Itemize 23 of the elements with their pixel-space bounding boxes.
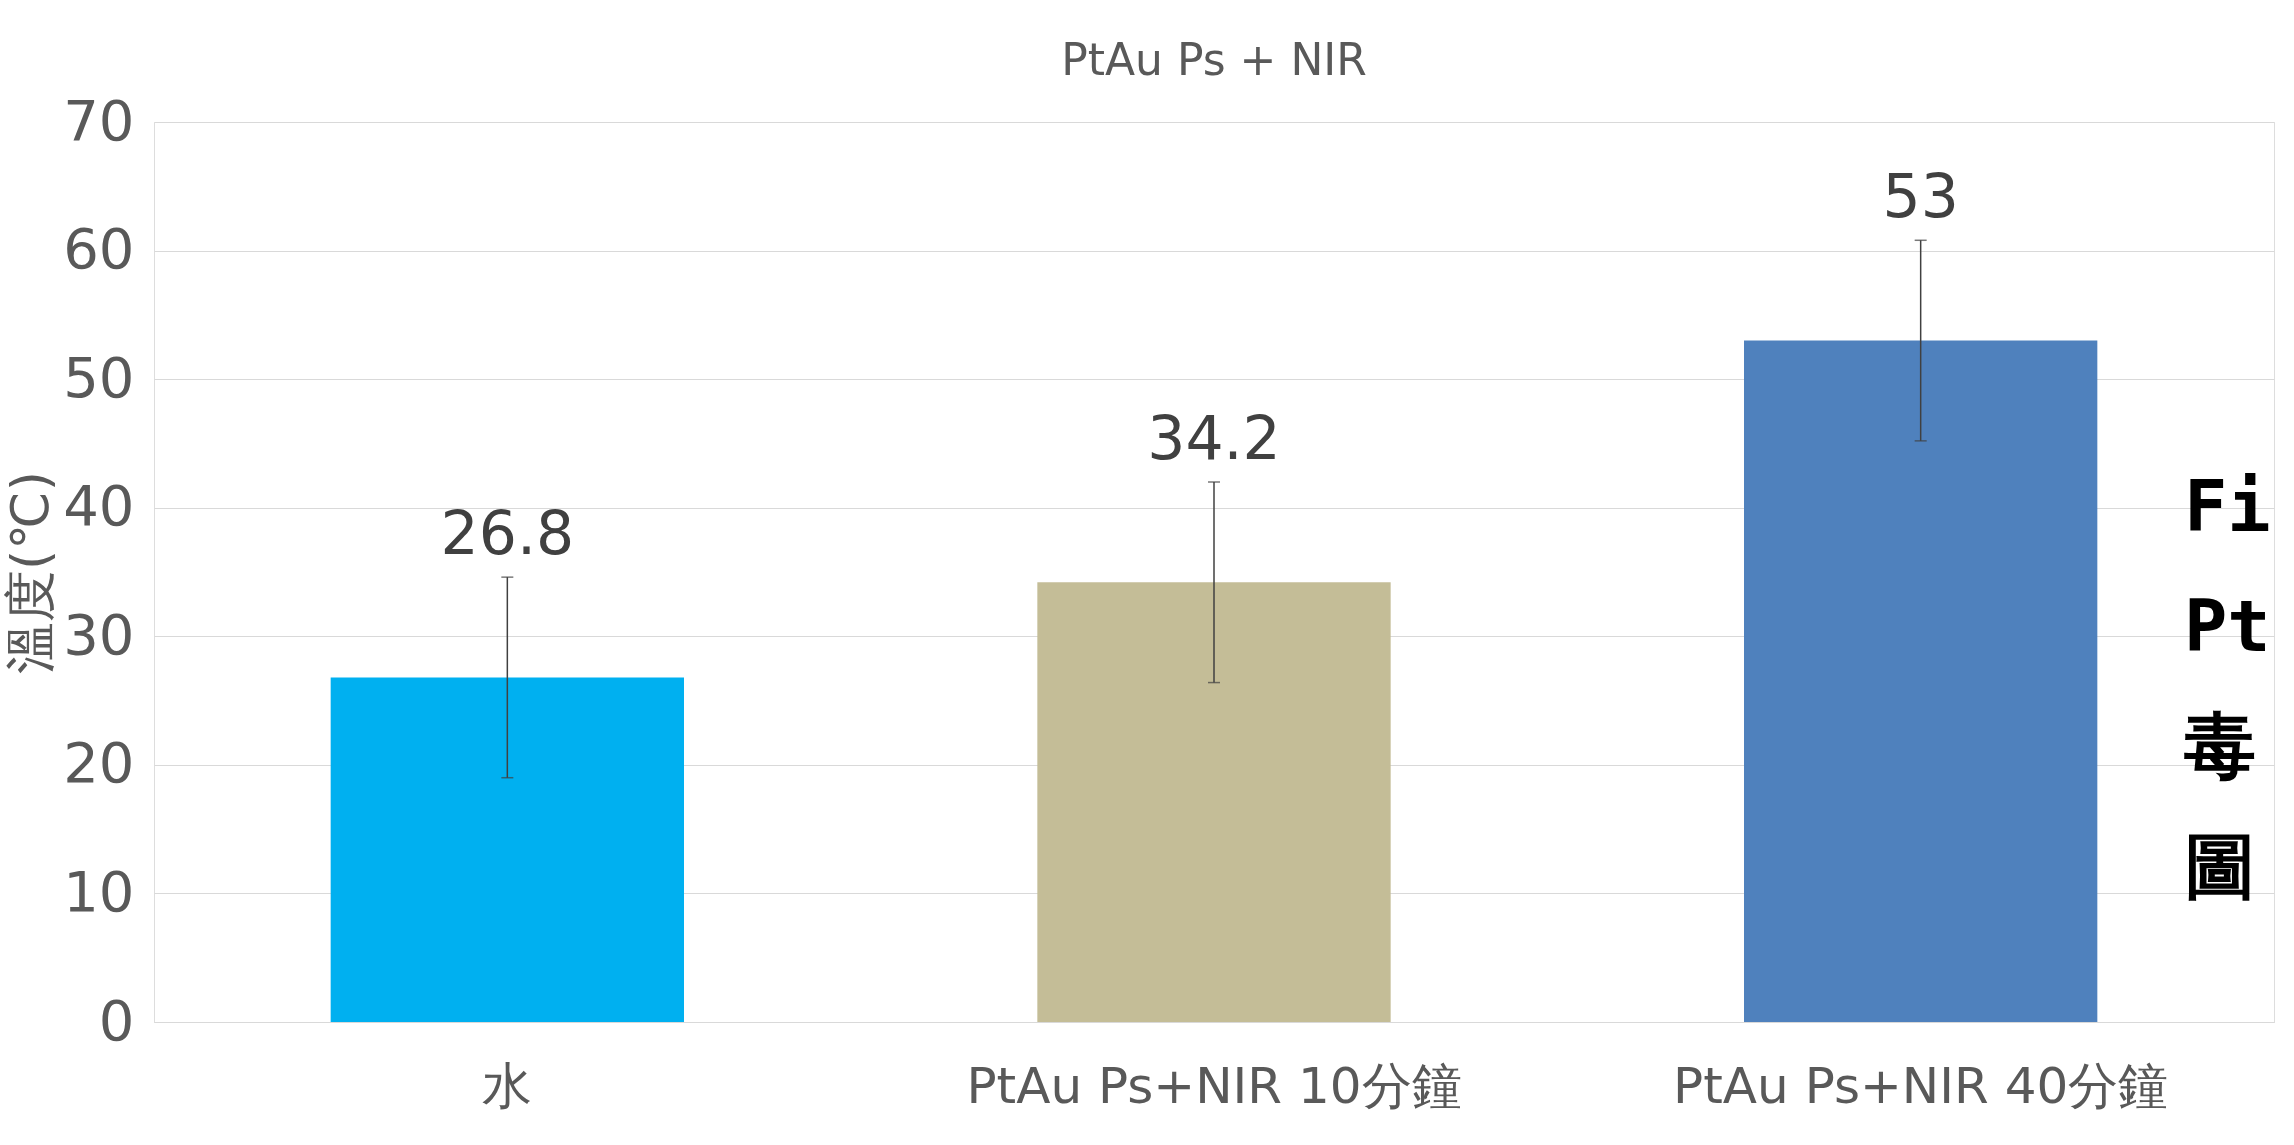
bar [330,677,684,1022]
x-tick-label: PtAu Ps+NIR 40分鐘 [1673,1056,2169,1115]
data-label: 53 [1882,161,1959,232]
bar [1744,340,2098,1022]
data-label: 26.8 [440,498,575,569]
annotation: Fi [2184,464,2271,548]
y-tick-label: 60 [63,216,135,282]
y-tick-label: 0 [98,987,135,1053]
annotation: 毒 [2184,704,2256,788]
x-tick-label: 水 [482,1056,533,1115]
annotation: Pt [2184,584,2271,668]
y-tick-label: 10 [63,858,135,924]
annotation: 圖 [2184,824,2256,908]
bar [1037,582,1391,1022]
y-tick-label: 50 [63,344,135,410]
y-tick-label: 70 [63,87,135,153]
y-tick-label: 20 [63,730,135,796]
chart-title: PtAu Ps + NIR [1061,34,1367,85]
x-tick-label: PtAu Ps+NIR 10分鐘 [966,1056,1462,1115]
y-tick-label: 30 [63,601,135,667]
data-label: 34.2 [1147,403,1281,473]
y-tick-label: 40 [63,473,135,539]
y-axis-title: 溫度(℃) [0,471,61,674]
